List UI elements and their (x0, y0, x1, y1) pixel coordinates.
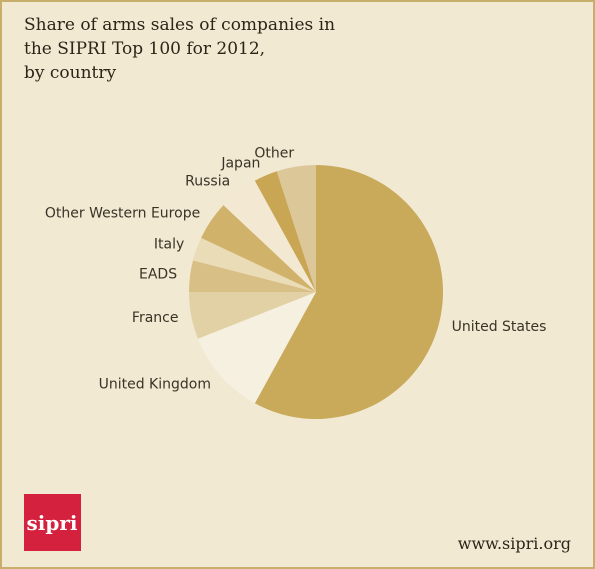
pie-slice (192, 237, 316, 292)
pie-slice (189, 260, 316, 292)
chart-title: by country (24, 63, 117, 83)
slice-label: Japan (220, 156, 260, 172)
logo-box (24, 494, 81, 551)
chart-title: the SIPRI Top 100 for 2012, (24, 39, 265, 59)
logo: sipri (27, 511, 78, 535)
slice-label: France (132, 310, 179, 326)
pie-slice (223, 180, 316, 292)
slice-label: United States (452, 319, 547, 335)
slice-label: United Kingdom (99, 377, 211, 393)
slice-label: Other Western Europe (45, 205, 200, 221)
chart-title: Share of arms sales of companies in (24, 15, 335, 35)
pie-slice (254, 171, 316, 292)
pie (189, 165, 443, 419)
pie-slice (276, 165, 316, 292)
pie-slice (201, 205, 316, 292)
slice-label: Russia (185, 173, 230, 189)
source: www.sipri.org (458, 534, 571, 553)
slice-label: Other (254, 146, 294, 162)
pie-slice (197, 292, 316, 404)
pie-slice (254, 165, 443, 419)
slice-label: EADS (139, 266, 177, 282)
slice-label: Italy (154, 237, 184, 253)
pie-slice (189, 292, 316, 339)
